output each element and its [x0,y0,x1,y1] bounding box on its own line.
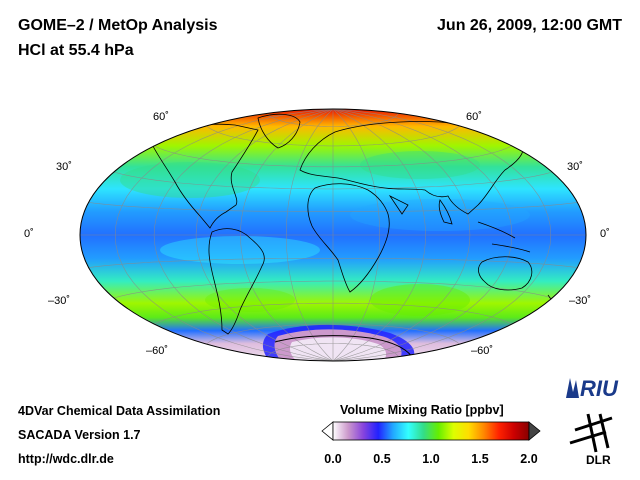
lat-label-30s-left: –30˚ [48,295,71,307]
riu-logo-text: RIU [580,376,619,401]
colorbar-title: Volume Mixing Ratio [ppbv] [340,403,504,417]
lat-label-60n-left: 60˚ [153,111,169,123]
colorbar [321,421,541,441]
colorbar-tick-0: 0.0 [324,452,342,466]
meridian-line [285,109,334,361]
colorbar-tick-2: 1.0 [422,452,440,466]
footer-version: SACADA Version 1.7 [18,428,141,442]
colorbar-tick-3: 1.5 [471,452,489,466]
colorbar-tick-4: 2.0 [520,452,538,466]
analysis-datetime: Jun 26, 2009, 12:00 GMT [437,17,622,34]
meridian-line [332,109,552,361]
lat-label-30n-left: 30˚ [56,161,72,173]
lat-label-60n-right: 60˚ [466,111,482,123]
meridian-line [332,109,426,361]
footer-url[interactable]: http://wdc.dlr.de [18,452,114,466]
meridian-line [195,109,334,361]
colorbar-low-arrow [321,421,334,441]
lat-label-0-left: 0˚ [24,228,34,240]
lat-label-60s-right: –60˚ [471,345,494,357]
coastlines [149,113,556,361]
dlr-logo [569,413,613,453]
colorbar-high-arrow [528,421,541,441]
meridian-line [332,109,471,361]
lat-label-60s-left: –60˚ [146,345,169,357]
meridian-line [332,109,381,361]
meridian-line [153,109,334,361]
dlr-logo-text: DLR [586,453,611,467]
map-outline [79,108,587,362]
colorbar-tick-1: 0.5 [373,452,391,466]
title-line-1: GOME–2 / MetOp Analysis [18,17,218,34]
graticule [80,109,586,361]
riu-logo: RIU [566,376,619,401]
footer-method: 4DVar Chemical Data Assimilation [18,404,221,418]
lat-label-30s-right: –30˚ [569,295,592,307]
lat-label-30n-right: 30˚ [567,161,583,173]
meridian-line [332,109,513,361]
lat-label-0-right: 0˚ [600,228,610,240]
colorbar-strip [332,421,530,441]
title-line-2: HCl at 55.4 hPa [18,42,134,59]
meridian-line [114,109,334,361]
meridian-line [240,109,334,361]
